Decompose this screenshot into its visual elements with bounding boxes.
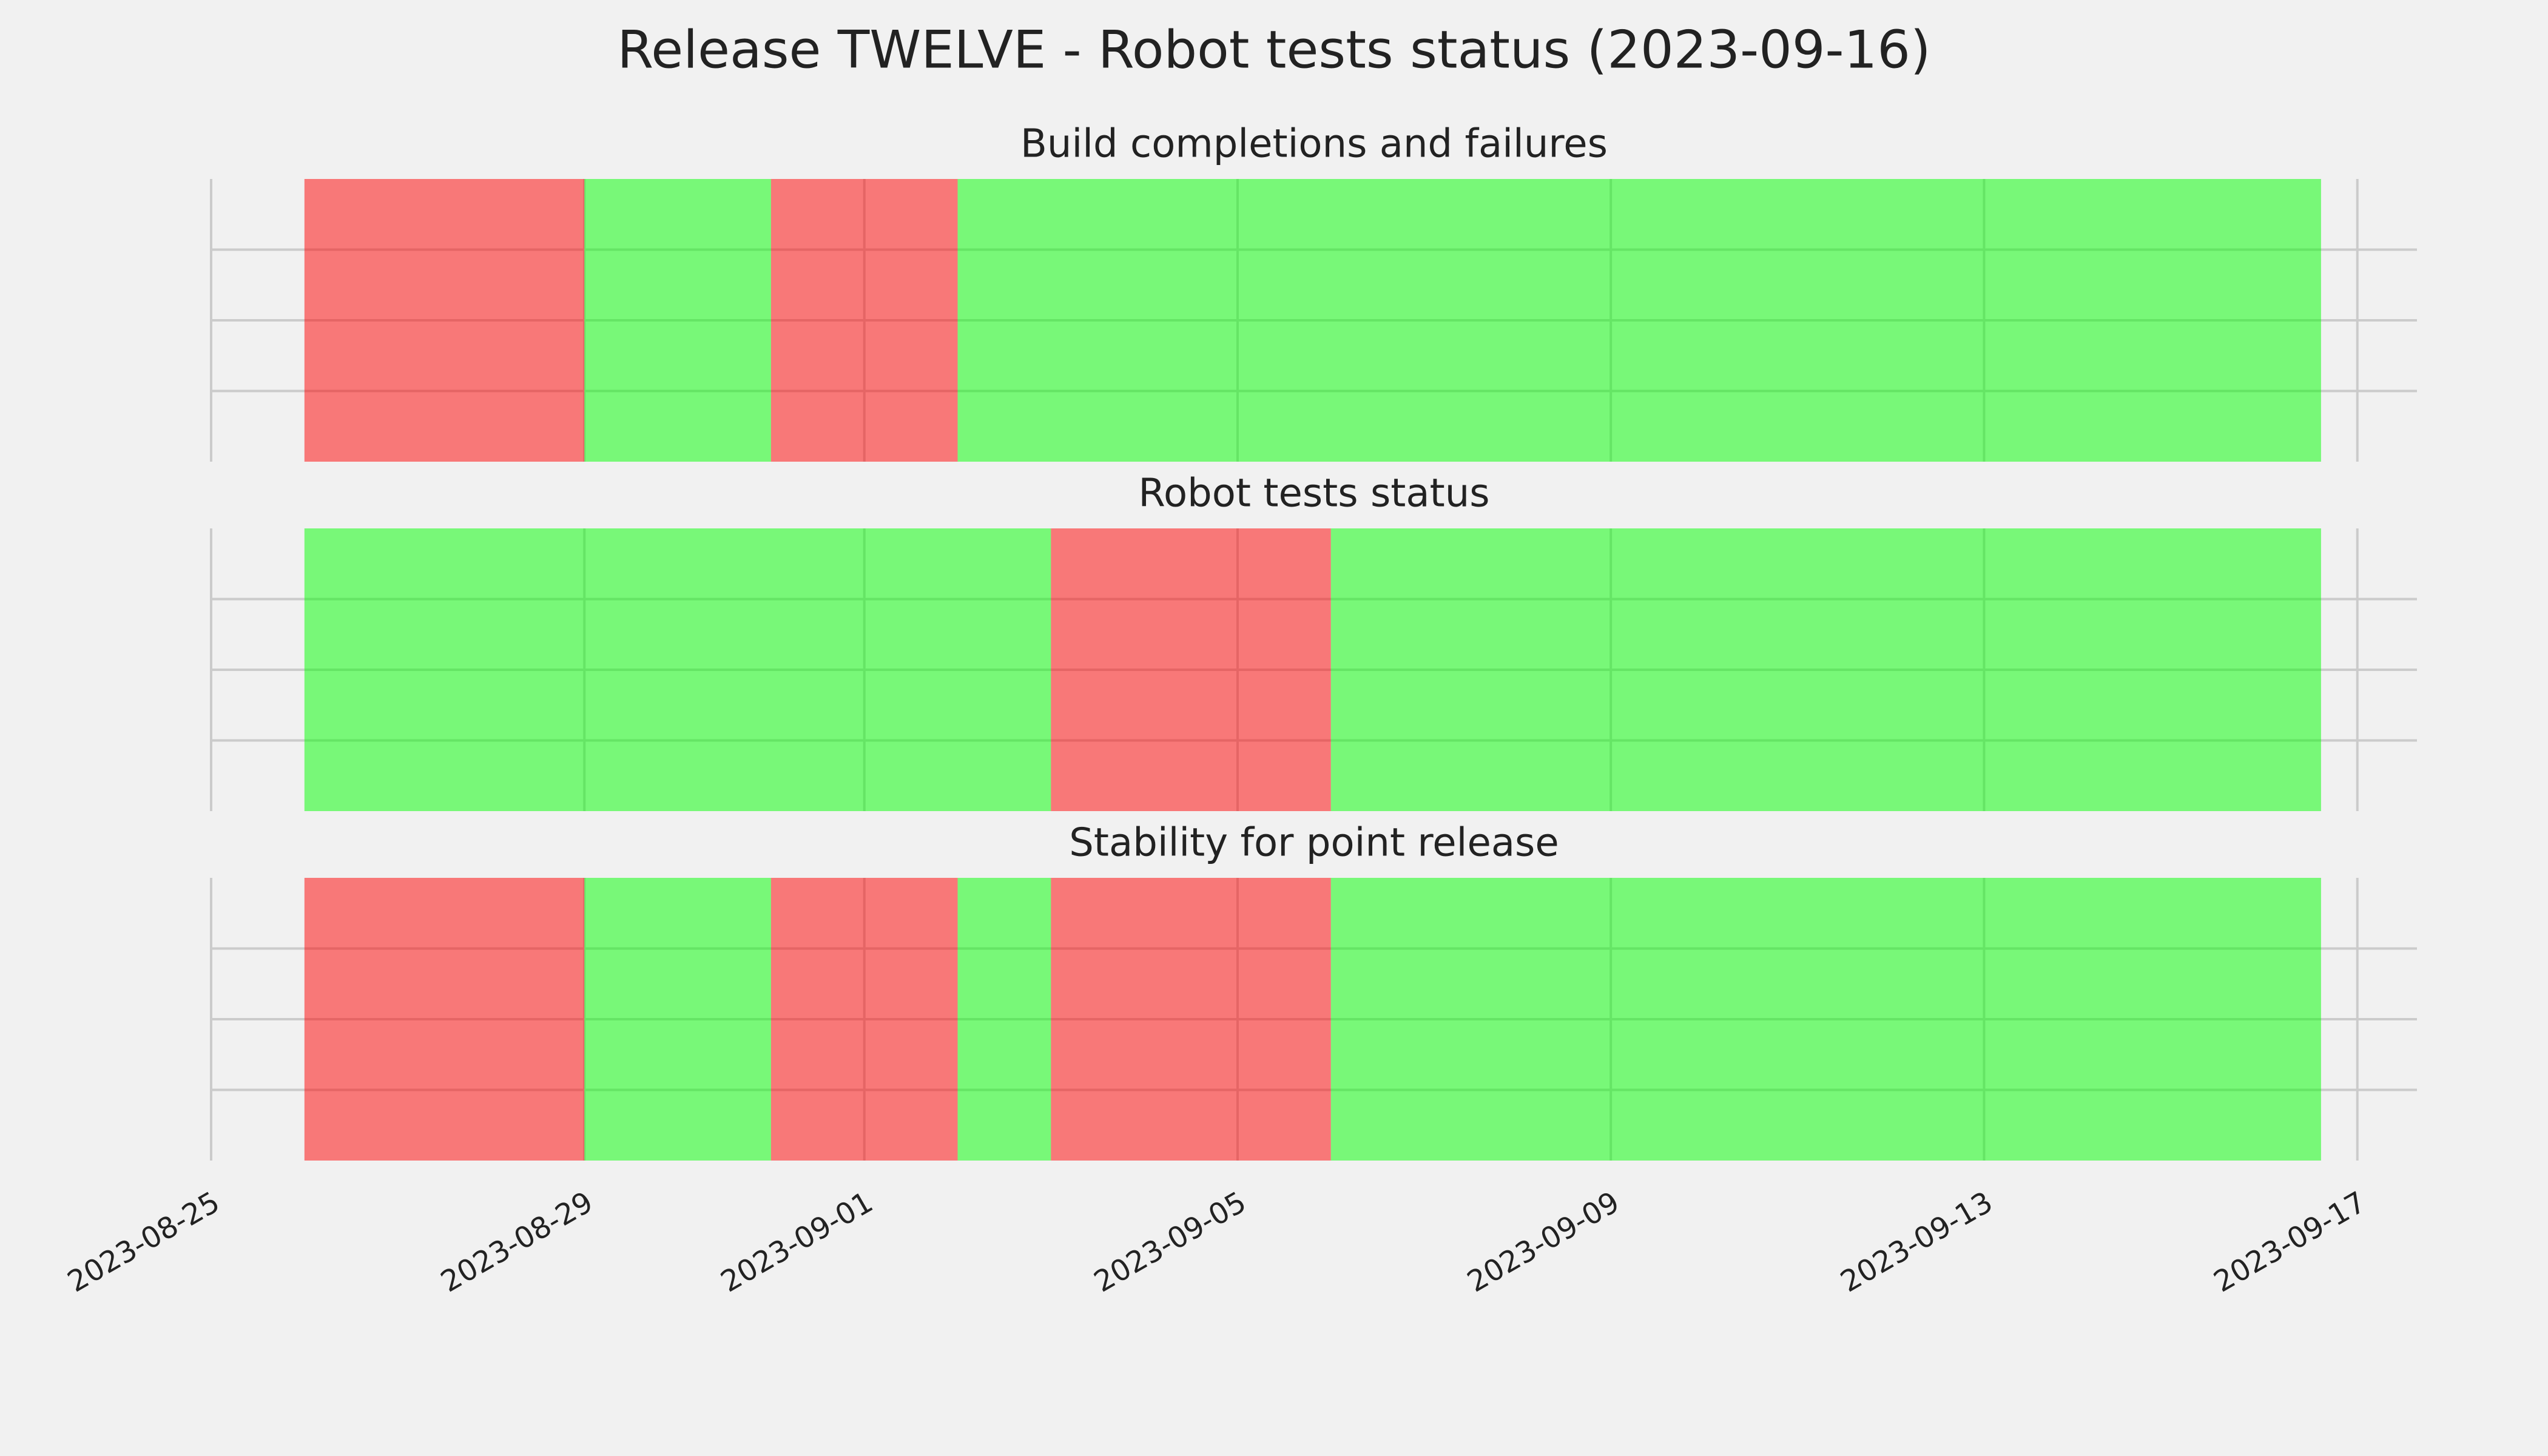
status-span xyxy=(304,179,585,462)
status-span xyxy=(770,179,958,462)
subplot-title: Robot tests status xyxy=(1138,471,1489,516)
status-span xyxy=(304,528,1051,811)
figure-title: Release TWELVE - Robot tests status (202… xyxy=(617,19,1930,80)
status-span xyxy=(304,878,585,1161)
status-span xyxy=(584,878,771,1161)
status-span xyxy=(1051,878,1331,1161)
status-span xyxy=(584,179,771,462)
subplot-title: Stability for point release xyxy=(1069,821,1559,866)
status-span xyxy=(1051,528,1331,811)
status-span xyxy=(770,878,958,1161)
status-span xyxy=(957,878,1051,1161)
status-span xyxy=(1330,878,2321,1161)
subplot-title: Build completions and failures xyxy=(1020,122,1608,167)
status-span xyxy=(957,179,2321,462)
status-span xyxy=(1330,528,2321,811)
